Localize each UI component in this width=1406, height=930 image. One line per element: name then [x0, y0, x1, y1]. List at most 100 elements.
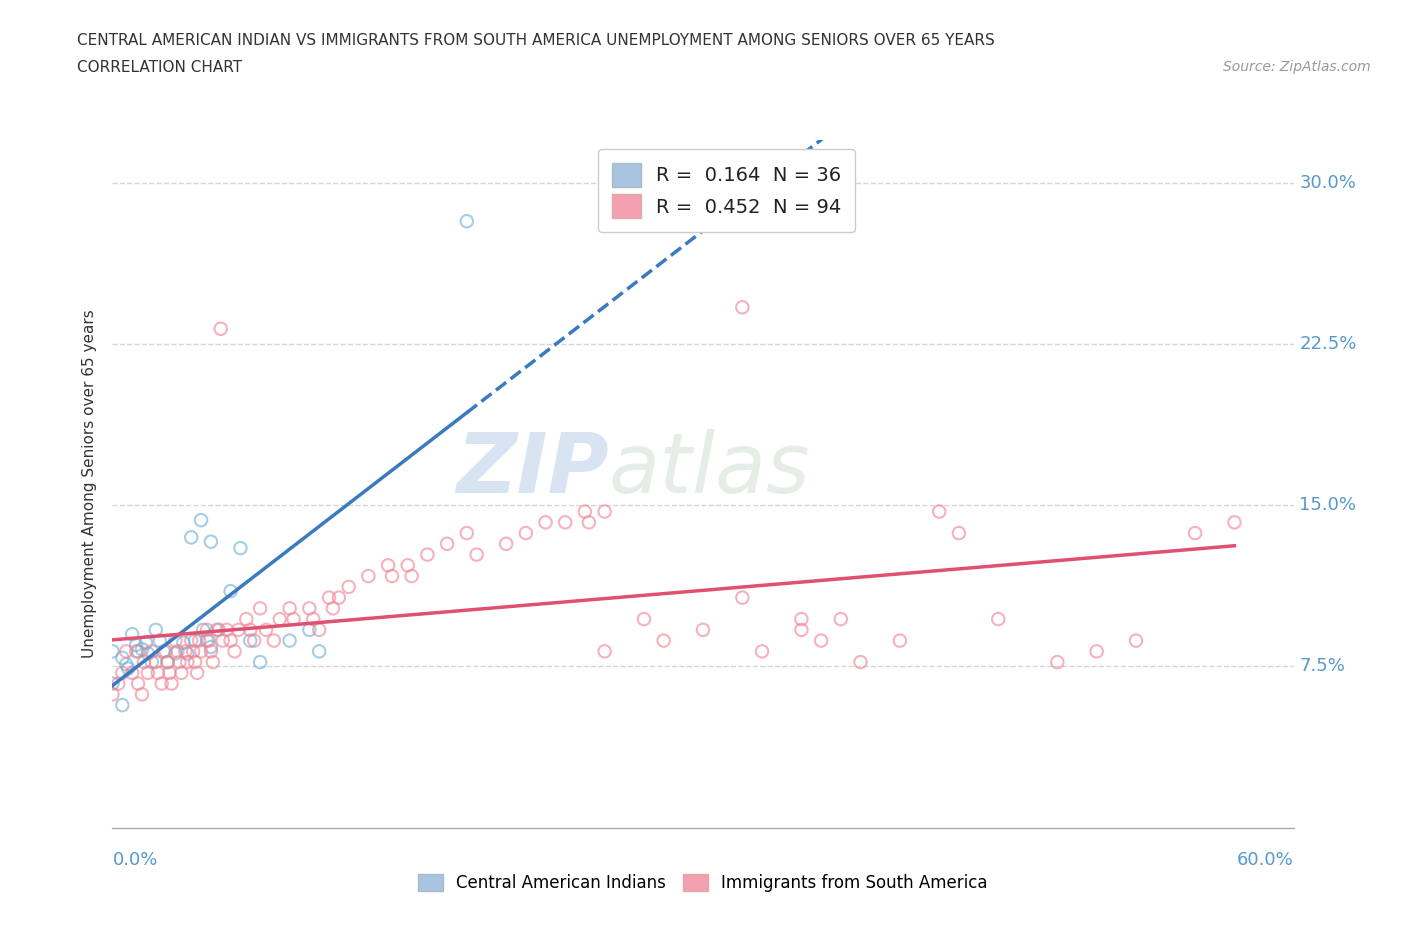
Point — [145, 622, 167, 637]
Point — [198, 633, 221, 648]
Point — [188, 633, 211, 648]
Point — [146, 666, 169, 681]
Point — [249, 655, 271, 670]
Point — [465, 547, 488, 562]
Point — [328, 591, 350, 605]
Point — [152, 644, 174, 658]
Point — [200, 644, 222, 658]
Point — [115, 644, 138, 658]
Point — [181, 644, 204, 658]
Point — [155, 644, 177, 658]
Point — [170, 666, 193, 681]
Point — [578, 515, 600, 530]
Point — [357, 568, 380, 583]
Legend: Central American Indians, Immigrants from South America: Central American Indians, Immigrants fro… — [412, 867, 994, 898]
Point — [235, 612, 257, 627]
Point — [554, 515, 576, 530]
Point — [101, 676, 124, 691]
Point — [987, 612, 1010, 627]
Point — [132, 655, 155, 670]
Point — [200, 640, 222, 655]
Point — [165, 633, 187, 648]
Point — [318, 591, 340, 605]
Point — [121, 666, 143, 681]
Point — [190, 644, 212, 658]
Point — [731, 591, 754, 605]
Text: 15.0%: 15.0% — [1299, 496, 1357, 514]
Point — [101, 687, 124, 702]
Point — [141, 655, 163, 670]
Text: CORRELATION CHART: CORRELATION CHART — [77, 60, 242, 75]
Point — [593, 644, 616, 658]
Point — [1223, 515, 1246, 530]
Point — [810, 633, 832, 648]
Point — [174, 644, 197, 658]
Point — [633, 612, 655, 627]
Text: 60.0%: 60.0% — [1237, 851, 1294, 869]
Point — [790, 622, 813, 637]
Point — [302, 612, 325, 627]
Point — [308, 622, 330, 637]
Point — [790, 612, 813, 627]
Point — [263, 633, 285, 648]
Point — [136, 666, 159, 681]
Point — [111, 666, 134, 681]
Point — [215, 622, 238, 637]
Point — [150, 676, 173, 691]
Point — [111, 698, 134, 712]
Point — [889, 633, 911, 648]
Point — [200, 534, 222, 549]
Point — [948, 525, 970, 540]
Point — [1125, 633, 1147, 648]
Point — [593, 504, 616, 519]
Point — [1046, 655, 1069, 670]
Point — [208, 622, 231, 637]
Point — [184, 633, 207, 648]
Point — [180, 530, 202, 545]
Point — [751, 644, 773, 658]
Point — [243, 633, 266, 648]
Point — [731, 299, 754, 314]
Point — [201, 655, 224, 670]
Point — [534, 515, 557, 530]
Point — [219, 584, 242, 599]
Point — [456, 525, 478, 540]
Point — [849, 655, 872, 670]
Point — [308, 644, 330, 658]
Legend: R =  0.164  N = 36, R =  0.452  N = 94: R = 0.164 N = 36, R = 0.452 N = 94 — [598, 149, 855, 232]
Point — [127, 644, 149, 658]
Point — [239, 633, 262, 648]
Text: CENTRAL AMERICAN INDIAN VS IMMIGRANTS FROM SOUTH AMERICA UNEMPLOYMENT AMONG SENI: CENTRAL AMERICAN INDIAN VS IMMIGRANTS FR… — [77, 33, 995, 47]
Point — [136, 646, 159, 661]
Point — [269, 612, 291, 627]
Point — [396, 558, 419, 573]
Point — [298, 622, 321, 637]
Point — [186, 666, 208, 681]
Point — [172, 635, 194, 650]
Point — [830, 612, 852, 627]
Point — [165, 646, 187, 661]
Point — [180, 633, 202, 648]
Point — [191, 622, 214, 637]
Point — [190, 512, 212, 527]
Point — [652, 633, 675, 648]
Point — [1184, 525, 1206, 540]
Text: 7.5%: 7.5% — [1299, 658, 1346, 675]
Point — [224, 644, 246, 658]
Point — [249, 601, 271, 616]
Point — [278, 633, 301, 648]
Point — [159, 666, 181, 681]
Point — [156, 655, 179, 670]
Y-axis label: Unemployment Among Seniors over 65 years: Unemployment Among Seniors over 65 years — [82, 309, 97, 658]
Point — [166, 644, 188, 658]
Point — [574, 504, 596, 519]
Point — [416, 547, 439, 562]
Text: Source: ZipAtlas.com: Source: ZipAtlas.com — [1223, 60, 1371, 74]
Point — [254, 622, 277, 637]
Point — [131, 642, 153, 657]
Point — [115, 657, 138, 671]
Point — [322, 601, 344, 616]
Point — [117, 661, 139, 676]
Text: atlas: atlas — [609, 430, 810, 511]
Point — [436, 537, 458, 551]
